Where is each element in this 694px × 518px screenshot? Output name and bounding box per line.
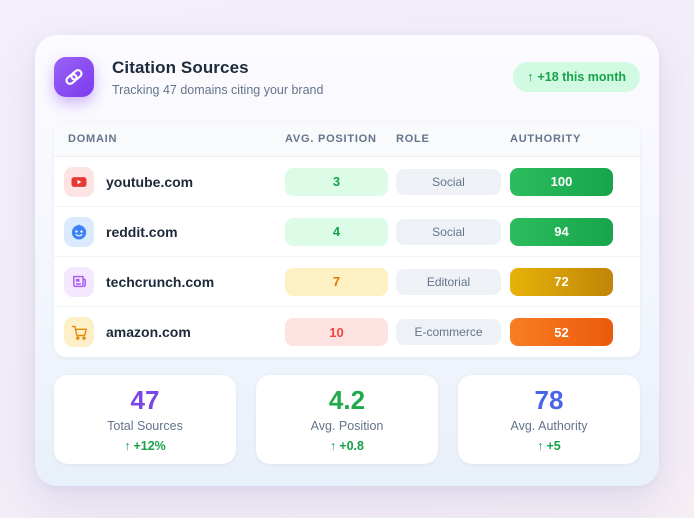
monthly-growth-badge: ↑ +18 this month (513, 62, 640, 92)
domain-name: amazon.com (106, 324, 191, 340)
column-header-position: AVG. POSITION (285, 133, 377, 145)
panel-header: Citation Sources Tracking 47 domains cit… (54, 57, 640, 97)
table-row[interactable]: amazon.com 10 E-commerce 52 (54, 307, 640, 357)
role-badge: E-commerce (396, 319, 501, 345)
table-row[interactable]: reddit.com 4 Social 94 (54, 207, 640, 257)
table-row[interactable]: youtube.com 3 Social 100 (54, 157, 640, 207)
column-header-role: ROLE (396, 133, 430, 145)
domain-name: reddit.com (106, 223, 178, 240)
monthly-growth-text: +18 this month (537, 70, 626, 84)
authority-badge: 100 (510, 167, 613, 196)
domain-name: youtube.com (106, 173, 194, 190)
authority-badge: 52 (510, 318, 613, 346)
stat-delta-value: +12% (133, 438, 166, 453)
stat-delta: ↑ +0.8 (330, 439, 364, 453)
position-badge: 10 (285, 318, 388, 346)
stat-value: 4.2 (328, 384, 366, 415)
table-header-row: DOMAIN AVG. POSITION ROLE AUTHORITY (54, 122, 640, 157)
citation-sources-table: DOMAIN AVG. POSITION ROLE AUTHORITY yout… (54, 122, 640, 357)
domain-name: techcrunch.com (106, 273, 215, 290)
position-badge: 4 (285, 217, 388, 246)
column-header-domain: DOMAIN (68, 133, 118, 145)
page-title: Citation Sources (112, 57, 249, 77)
position-badge: 7 (285, 267, 388, 296)
authority-badge: 72 (510, 267, 613, 296)
role-badge: Editorial (396, 268, 501, 295)
up-arrow-icon: ↑ (527, 70, 534, 84)
stat-label: Avg. Position (310, 418, 384, 433)
summary-stats: 47 Total Sources ↑ +12% 4.2 Avg. Positio… (54, 375, 640, 464)
stat-label: Total Sources (107, 418, 183, 433)
stat-label: Avg. Authority (510, 418, 588, 433)
stat-card-total-sources: 47 Total Sources ↑ +12% (54, 375, 236, 464)
newspaper-icon (64, 266, 94, 297)
youtube-icon (64, 166, 94, 197)
authority-badge: 94 (510, 217, 613, 246)
stat-delta: ↑ +5 (537, 439, 561, 453)
up-arrow-icon: ↑ (124, 438, 131, 453)
reddit-icon (64, 216, 94, 247)
position-badge: 3 (285, 167, 388, 196)
stat-value: 78 (534, 384, 564, 415)
cart-icon (64, 317, 94, 347)
panel-header-text: Citation Sources Tracking 47 domains cit… (112, 58, 323, 97)
link-icon (54, 57, 94, 97)
up-arrow-icon: ↑ (330, 438, 337, 453)
stat-delta-value: +0.8 (339, 438, 364, 453)
role-badge: Social (396, 168, 501, 195)
citation-sources-panel: Citation Sources Tracking 47 domains cit… (35, 35, 659, 486)
stat-delta: ↑ +12% (124, 439, 166, 453)
stat-delta-value: +5 (546, 438, 561, 453)
column-header-authority: AUTHORITY (510, 133, 582, 145)
stat-card-avg-authority: 78 Avg. Authority ↑ +5 (458, 375, 640, 464)
page-subtitle: Tracking 47 domains citing your brand (112, 82, 324, 97)
up-arrow-icon: ↑ (537, 438, 544, 453)
stat-card-avg-position: 4.2 Avg. Position ↑ +0.8 (256, 375, 438, 464)
role-badge: Social (396, 218, 501, 245)
table-row[interactable]: techcrunch.com 7 Editorial 72 (54, 257, 640, 307)
stat-value: 47 (130, 384, 160, 415)
